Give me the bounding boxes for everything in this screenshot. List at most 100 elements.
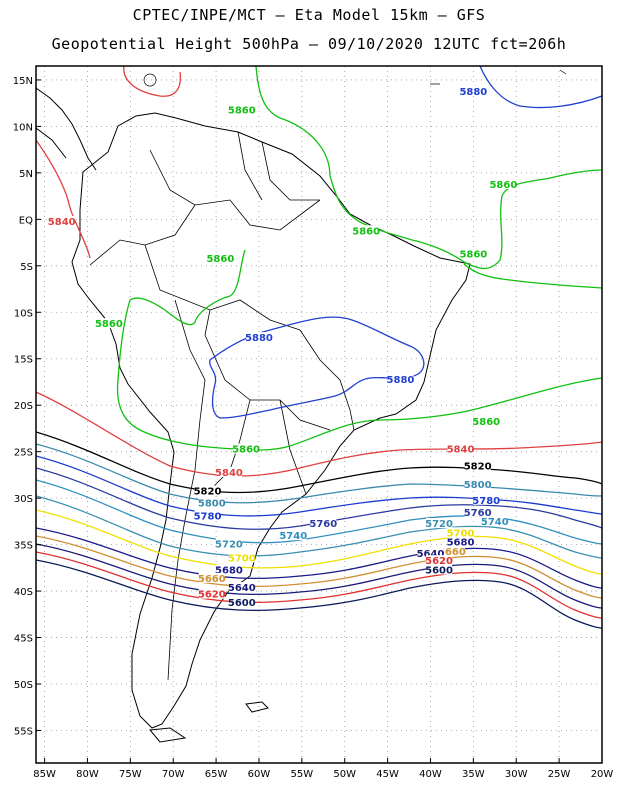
lat-tick-label: 15N	[13, 76, 33, 87]
contour-label: 5860	[232, 445, 260, 456]
contour-label: 5800	[464, 480, 492, 491]
lon-tick-label: 40W	[419, 769, 442, 780]
lat-tick-label: 50S	[14, 680, 33, 691]
contour-label: 5840	[215, 468, 243, 479]
contour-label-bg	[473, 415, 500, 426]
lon-tick-label: 60W	[248, 769, 271, 780]
lon-tick-label: 85W	[33, 769, 56, 780]
lon-tick-label: 45W	[376, 769, 399, 780]
country-borders	[89, 131, 355, 681]
lat-tick-label: 10N	[13, 122, 33, 133]
lat-tick-label: 40S	[14, 587, 33, 598]
contour-5720	[36, 495, 602, 559]
contour-label-bg	[228, 582, 255, 593]
contour-label: 5880	[245, 333, 273, 344]
contour-5880-north	[479, 66, 602, 109]
lon-tick-label: 70W	[162, 769, 185, 780]
contour-label: 5620	[198, 590, 226, 601]
lat-tick-label: 5S	[20, 262, 33, 273]
contour-label: 5700	[447, 528, 475, 539]
grid-lines	[36, 66, 603, 763]
contour-label: 5800	[198, 499, 226, 510]
contour-label-bg	[490, 178, 517, 189]
contour-label: 5860	[472, 417, 500, 428]
contour-5640	[36, 543, 602, 609]
lat-tick-label: 30S	[14, 494, 33, 505]
contour-label: 5680	[215, 565, 243, 576]
contour-label-bg	[464, 478, 491, 489]
contour-label: 5860	[352, 226, 380, 237]
lon-tick-label: 35W	[462, 769, 485, 780]
contour-label-bg	[447, 536, 474, 547]
lat-tick-label: 55S	[14, 726, 33, 737]
lat-tick-label: 25S	[14, 448, 33, 459]
lat-tick-label: 10S	[14, 308, 33, 319]
plot-frame	[35, 65, 603, 764]
contour-label: 5840	[48, 217, 76, 228]
contour-label-bg	[417, 547, 444, 558]
contour-5600	[36, 559, 602, 629]
lon-tick-label: 25W	[548, 769, 571, 780]
chart-title-line2: Geopotential Height 500hPa – 09/10/2020 …	[51, 35, 567, 53]
contour-5880-south	[209, 316, 425, 419]
lat-tick-label: 35S	[14, 541, 33, 552]
south-america-coastline	[71, 112, 471, 729]
contour-label-bg	[233, 443, 260, 454]
contour-label: 5860	[459, 250, 487, 261]
contour-5680	[36, 527, 602, 589]
contour-label-bg	[447, 443, 474, 454]
contour-label-bg	[426, 518, 453, 529]
contour-label-bg	[460, 248, 487, 259]
contour-label: 5880	[459, 87, 487, 98]
contour-5860	[116, 66, 602, 451]
contour-label: 5820	[194, 486, 222, 497]
contour-label-bg	[473, 494, 500, 505]
contour-label: 5780	[194, 512, 222, 523]
contour-label: 5640	[417, 549, 445, 560]
contour-label: 5700	[228, 553, 256, 564]
contour-label: 5840	[447, 445, 475, 456]
contour-label-bg	[228, 104, 255, 115]
contour-label: 5660	[438, 547, 466, 558]
contour-label-bg	[245, 332, 272, 343]
continent-outline	[36, 69, 567, 743]
lon-tick-label: 75W	[119, 769, 142, 780]
contour-label: 5860	[95, 319, 123, 330]
contour-5820	[36, 431, 602, 494]
contour-label: 5740	[279, 531, 307, 542]
contour-5760	[36, 467, 602, 530]
contour-label-bg	[447, 527, 474, 538]
contour-label-bg	[426, 555, 453, 566]
contour-label-bg	[464, 460, 491, 471]
lat-tick-label: 15S	[14, 355, 33, 366]
contour-label-bg	[95, 318, 122, 329]
lon-tick-label: 65W	[205, 769, 228, 780]
contour-labels: 5880 5860 5860 5840 5860 5860 5860 5860 5880 5880…	[48, 85, 517, 609]
lat-tick-label: EQ	[19, 215, 33, 226]
lon-tick-label: 50W	[333, 769, 356, 780]
contour-label-bg	[426, 564, 453, 575]
contour-label: 5860	[206, 254, 234, 265]
contour-label: 5820	[464, 461, 492, 472]
contour-lines	[36, 66, 602, 629]
contour-label-bg	[310, 518, 337, 529]
contour-5780	[36, 455, 602, 517]
contour-label: 5600	[425, 565, 453, 576]
contour-label-bg	[48, 215, 75, 226]
contour-label: 5760	[464, 508, 492, 519]
contour-label-bg	[215, 538, 242, 549]
contour-label-bg	[438, 545, 465, 556]
contour-label: 5880	[387, 375, 415, 386]
central-america-coast	[36, 87, 97, 171]
lon-tick-label: 55W	[291, 769, 314, 780]
contour-label-bg	[464, 506, 491, 517]
contour-label-bg	[353, 225, 380, 236]
contour-label-bg	[215, 466, 242, 477]
contour-label: 5720	[215, 539, 243, 550]
lon-tick-label: 30W	[505, 769, 528, 780]
contour-5740	[36, 479, 602, 545]
axis-ticks: 15N 10N 5N EQ 5S 10S 15S 20S 25S 30S 35S 40S 45S 50S 5…	[13, 76, 614, 780]
tierra-del-fuego	[149, 727, 187, 743]
caribbean-islands	[143, 69, 567, 89]
